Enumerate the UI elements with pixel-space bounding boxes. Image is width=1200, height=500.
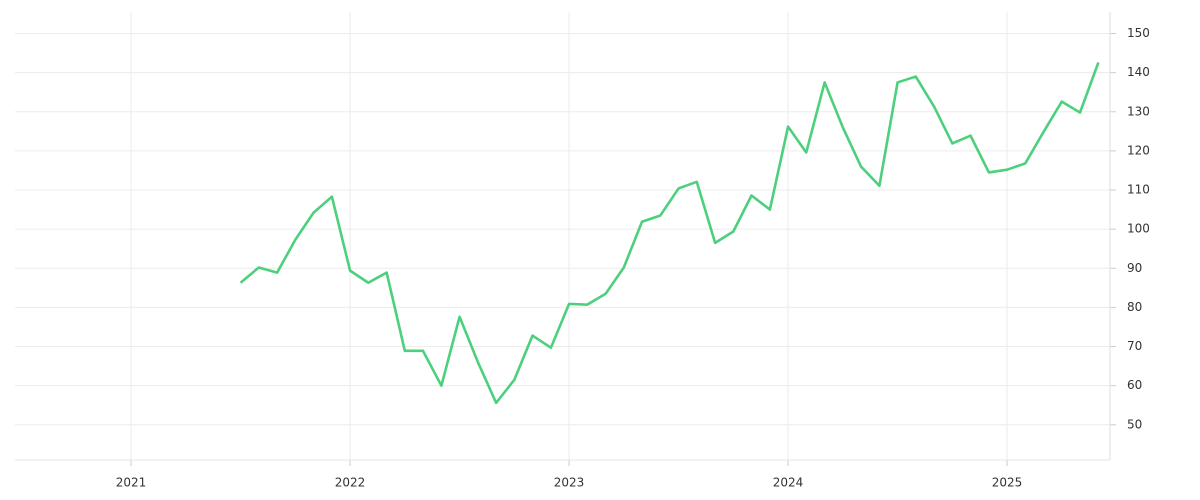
line-series bbox=[239, 62, 1100, 405]
x-tick-label: 2023 bbox=[554, 476, 585, 490]
y-tick-label: 140 bbox=[1127, 65, 1150, 79]
x-tick-label: 2025 bbox=[992, 476, 1023, 490]
y-tick-label: 150 bbox=[1127, 26, 1150, 40]
y-tick-label: 120 bbox=[1127, 143, 1150, 157]
x-tick-label: 2022 bbox=[335, 476, 366, 490]
y-tick-label: 50 bbox=[1127, 417, 1142, 431]
x-tick-label: 2024 bbox=[773, 476, 804, 490]
y-tick-label: 130 bbox=[1127, 104, 1150, 118]
y-tick-label: 110 bbox=[1127, 183, 1150, 197]
y-tick-label: 70 bbox=[1127, 339, 1142, 353]
y-tick-label: 80 bbox=[1127, 300, 1142, 314]
x-tick-label: 2021 bbox=[116, 476, 147, 490]
y-tick-label: 100 bbox=[1127, 222, 1150, 236]
y-tick-label: 60 bbox=[1127, 378, 1142, 392]
y-tick-label: 90 bbox=[1127, 261, 1142, 275]
